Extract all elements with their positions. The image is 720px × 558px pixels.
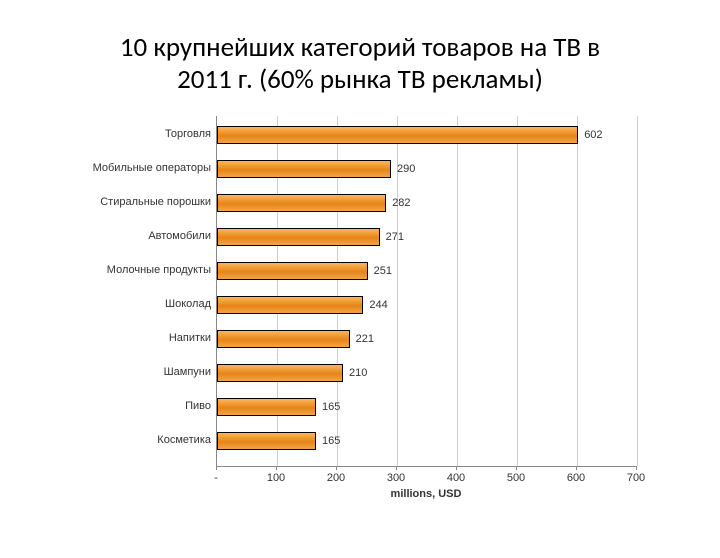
x-tick (216, 466, 217, 470)
bar (217, 126, 578, 144)
bar-value-label: 244 (369, 296, 387, 314)
x-tick (516, 466, 517, 470)
bar-row: 165 (217, 398, 637, 416)
x-axis-title: millions, USD (216, 488, 636, 500)
bar-row: 244 (217, 296, 637, 314)
x-tick-label: 100 (267, 472, 285, 484)
title-line-1: 10 крупнейших категорий товаров на ТВ в (120, 31, 600, 64)
bar (217, 160, 391, 178)
category-label: Шампуни (51, 366, 211, 379)
category-label: Торговля (51, 128, 211, 141)
bar-value-label: 221 (356, 330, 374, 348)
bar-value-label: 251 (374, 262, 392, 280)
x-tick-label: 400 (447, 472, 465, 484)
bar (217, 398, 316, 416)
category-label: Мобильные операторы (51, 162, 211, 175)
slide: 10 крупнейших категорий товаров на ТВ в … (0, 18, 720, 558)
bar (217, 262, 368, 280)
grid-line (637, 116, 638, 466)
bar-value-label: 282 (392, 194, 410, 212)
x-tick-label: 200 (327, 472, 345, 484)
category-label: Молочные продукты (51, 264, 211, 277)
x-tick-label: - (214, 472, 218, 484)
bar-row: 251 (217, 262, 637, 280)
x-tick-label: 300 (387, 472, 405, 484)
category-label: Косметика (51, 434, 211, 447)
bar-row: 221 (217, 330, 637, 348)
x-tick-label: 500 (507, 472, 525, 484)
x-tick (576, 466, 577, 470)
bar-value-label: 602 (584, 126, 602, 144)
x-tick (396, 466, 397, 470)
category-label: Напитки (51, 332, 211, 345)
bar (217, 432, 316, 450)
x-tick-label: 700 (627, 472, 645, 484)
chart-plot-area: 602Торговля290Мобильные операторы282Стир… (216, 116, 637, 467)
bar-row: 282 (217, 194, 637, 212)
bar-value-label: 165 (322, 398, 340, 416)
bar-value-label: 165 (322, 432, 340, 450)
category-label: Автомобили (51, 230, 211, 243)
x-tick (456, 466, 457, 470)
bar-value-label: 290 (397, 160, 415, 178)
bar (217, 364, 343, 382)
x-tick (336, 466, 337, 470)
bar-row: 210 (217, 364, 637, 382)
category-label: Пиво (51, 400, 211, 413)
chart-x-axis: millions, USD -100200300400500600700 (216, 466, 636, 506)
chart: 602Торговля290Мобильные операторы282Стир… (76, 116, 666, 516)
category-label: Шоколад (51, 298, 211, 311)
bar-row: 290 (217, 160, 637, 178)
x-tick-label: 600 (567, 472, 585, 484)
bar (217, 296, 363, 314)
bar-row: 165 (217, 432, 637, 450)
bar-row: 271 (217, 228, 637, 246)
bar (217, 228, 380, 246)
bar-value-label: 210 (349, 364, 367, 382)
bar (217, 330, 350, 348)
bar (217, 194, 386, 212)
title-line-2: 2011 г. (60% рынка ТВ рекламы) (177, 63, 543, 96)
category-label: Стиральные порошки (51, 196, 211, 209)
x-tick (276, 466, 277, 470)
slide-title: 10 крупнейших категорий товаров на ТВ в … (0, 18, 720, 97)
x-tick (636, 466, 637, 470)
bar-value-label: 271 (386, 228, 404, 246)
bar-row: 602 (217, 126, 637, 144)
